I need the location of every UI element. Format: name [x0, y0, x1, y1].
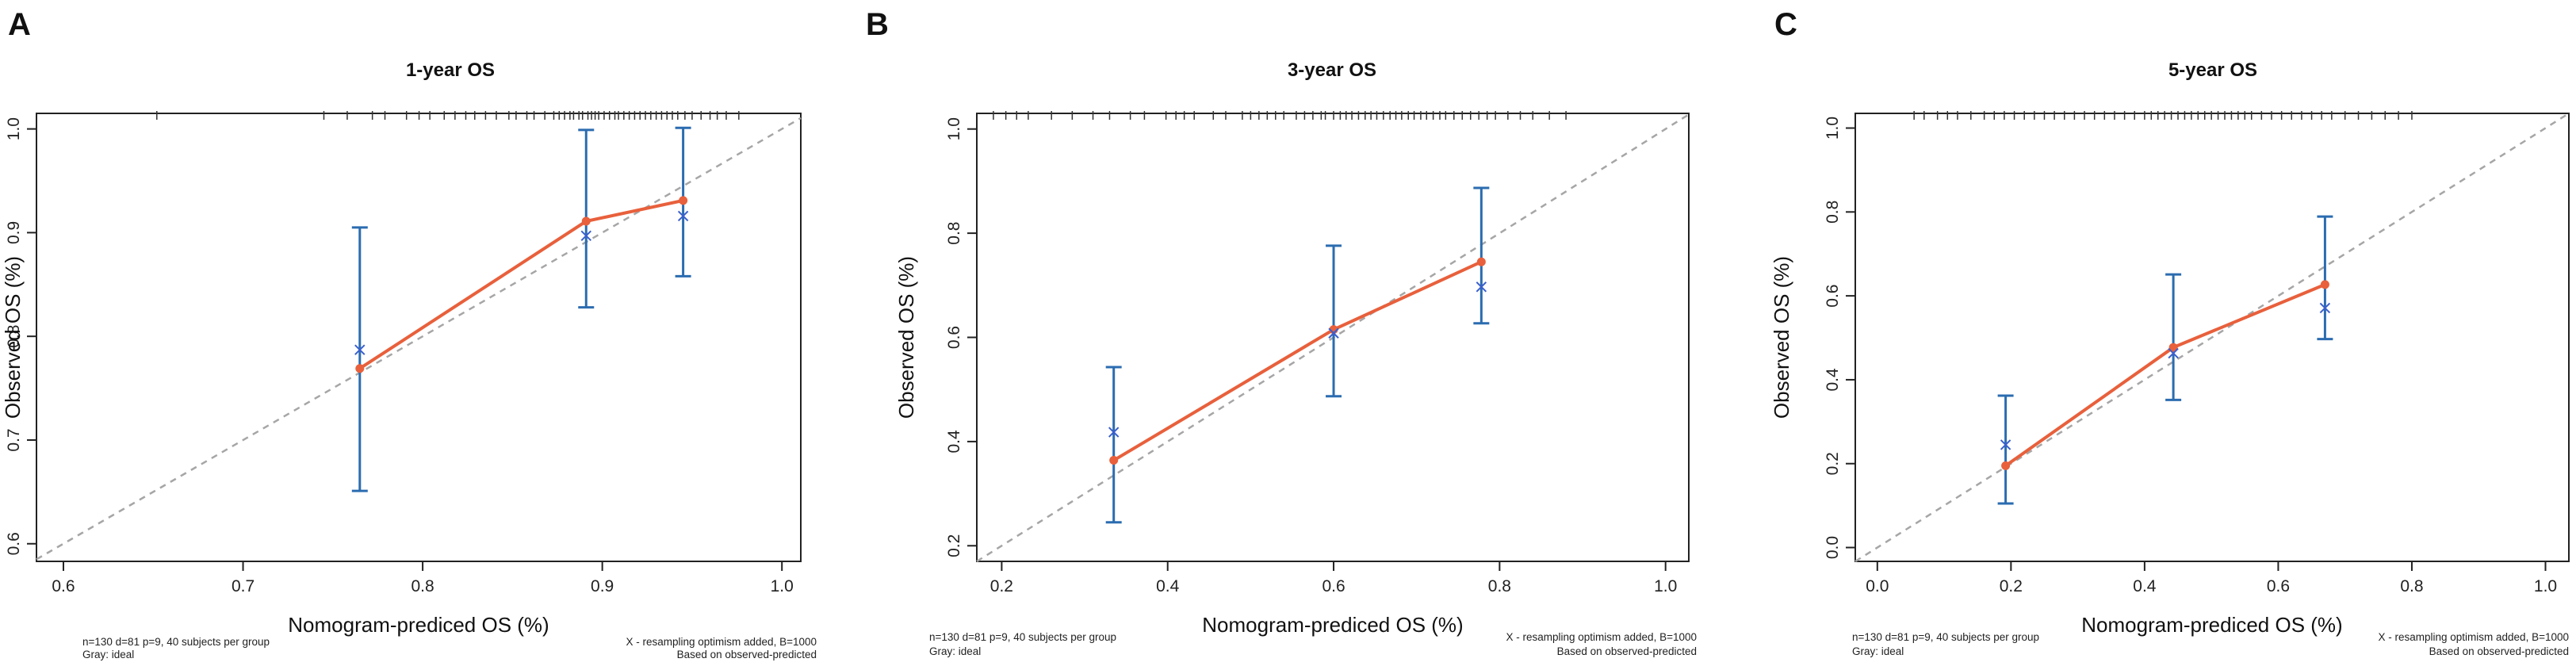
- panel-a-footnote-right-1: X - resampling optimism added, B=1000: [626, 636, 817, 648]
- panel-c-footnote-right-1: X - resampling optimism added, B=1000: [2378, 631, 2569, 643]
- panel-c-plot-frame: [1854, 113, 2570, 562]
- panel-b-y-tick-label: 1.0: [945, 117, 963, 140]
- panel-c-y-tick-label: 0.0: [1824, 536, 1842, 559]
- panel-b-letter: B: [866, 7, 889, 42]
- panel-a-x-tick-label: 0.8: [411, 577, 434, 595]
- panel-b-footnote-left-2: Gray: ideal: [929, 645, 981, 657]
- panel-a-bias-corrected-marker: [580, 230, 591, 242]
- panel-b-bias-corrected-marker: [1476, 281, 1487, 293]
- panel-c-x-tick-label: 0.6: [2267, 577, 2290, 595]
- panel-a-y-tick-label: 0.8: [5, 325, 23, 348]
- panel-a-y-tick-label: 1.0: [5, 117, 23, 140]
- panel-c-x-tick-label: 1.0: [2534, 577, 2557, 595]
- panel-a-letter: A: [8, 7, 31, 42]
- panel-c-apparent-point: [2168, 343, 2178, 352]
- panel-c-y-tick-label: 1.0: [1824, 117, 1842, 140]
- panel-a-footnote-left-1: n=130 d=81 p=9, 40 subjects per group: [82, 636, 270, 648]
- panel-a-title: 1-year OS: [406, 59, 495, 81]
- panel-a-apparent-point: [355, 364, 365, 373]
- panel-b-bias-corrected-marker: [1108, 427, 1120, 438]
- panel-b-apparent-point: [1476, 257, 1486, 266]
- panel-c-apparent-line: [2004, 282, 2326, 468]
- panel-c-letter: C: [1774, 7, 1797, 42]
- panel-a-x-tick-label: 1.0: [771, 577, 794, 595]
- panel-b-apparent-line: [1112, 260, 1483, 462]
- panel-c-x-tick-label: 0.4: [2133, 577, 2157, 595]
- panel-a-apparent-point: [581, 216, 591, 226]
- panel-b-footnote-right-2: Based on observed-predicted: [1557, 645, 1697, 657]
- panel-b-title: 3-year OS: [1288, 59, 1376, 81]
- panel-c-x-tick-label: 0.2: [2000, 577, 2023, 595]
- panel-c-title: 5-year OS: [2168, 59, 2257, 81]
- panel-c-ideal-line: [1854, 112, 2570, 563]
- panel-c-x-axis-label: Nomogram-prediced OS (%): [2081, 613, 2342, 637]
- panel-c-y-tick-label: 0.8: [1824, 201, 1842, 224]
- panel-c-footnote-right-2: Based on observed-predicted: [2429, 645, 2569, 657]
- panel-a-bias-corrected-marker: [354, 344, 366, 355]
- panel-b-y-axis-label: Observed OS (%): [894, 256, 918, 419]
- panel-a-y-tick-label: 0.7: [5, 428, 23, 451]
- panel-c-bias-corrected-marker: [2319, 302, 2331, 314]
- panel-c-bias-corrected-marker: [2000, 439, 2011, 450]
- panel-a-x-tick-label: 0.9: [591, 577, 614, 595]
- panel-b-x-tick-label: 0.6: [1322, 577, 1345, 595]
- panel-b-bias-corrected-marker: [1328, 327, 1339, 339]
- panel-b-y-tick-label: 0.8: [945, 222, 963, 245]
- panel-b-y-tick-label: 0.4: [945, 430, 963, 454]
- panel-a-x-axis-label: Nomogram-prediced OS (%): [288, 613, 549, 637]
- panel-a-y-axis-label: Observed OS (%): [1, 256, 25, 419]
- panel-a-bias-corrected-marker: [677, 210, 689, 222]
- panel-b-apparent-point: [1109, 456, 1119, 465]
- panel-b-x-tick-label: 0.4: [1156, 577, 1180, 595]
- panel-a-ideal-line: [36, 117, 802, 561]
- panel-a-x-tick-label: 0.6: [52, 577, 75, 595]
- panel-b-y-tick-label: 0.6: [945, 326, 963, 349]
- panel-c-y-tick-label: 0.4: [1824, 368, 1842, 392]
- panel-a-apparent-point: [679, 196, 688, 205]
- panel-c-apparent-point: [2320, 280, 2329, 289]
- panel-c-apparent-point: [2001, 461, 2011, 470]
- panel-b-x-tick-label: 1.0: [1654, 577, 1677, 595]
- panel-c-y-tick-label: 0.2: [1824, 452, 1842, 475]
- panel-a-y-tick-label: 0.6: [5, 532, 23, 555]
- panel-a-footnote-left-2: Gray: ideal: [82, 649, 134, 660]
- panel-b-x-axis-label: Nomogram-prediced OS (%): [1202, 613, 1463, 637]
- panel-b-footnote-left-1: n=130 d=81 p=9, 40 subjects per group: [929, 631, 1116, 643]
- panel-c-x-tick-label: 0.8: [2400, 577, 2423, 595]
- panel-a-footnote-right-2: Based on observed-predicted: [677, 649, 817, 660]
- panel-b-x-tick-label: 0.2: [990, 577, 1013, 595]
- panel-b-y-tick-label: 0.2: [945, 534, 963, 557]
- panel-a-y-tick-label: 0.9: [5, 221, 23, 244]
- panel-c-y-axis-label: Observed OS (%): [1770, 256, 1793, 419]
- panel-c-footnote-left-1: n=130 d=81 p=9, 40 subjects per group: [1852, 631, 2039, 643]
- panel-b-footnote-right-1: X - resampling optimism added, B=1000: [1506, 631, 1697, 643]
- panel-a-apparent-line: [358, 198, 684, 370]
- panel-c-y-tick-label: 0.6: [1824, 285, 1842, 308]
- panel-c-bias-corrected-marker: [2168, 347, 2179, 359]
- panel-b-x-tick-label: 0.8: [1488, 577, 1511, 595]
- panel-c-x-tick-label: 0.0: [1866, 577, 1889, 595]
- panel-a-x-tick-label: 0.7: [232, 577, 255, 595]
- panel-c-footnote-left-2: Gray: ideal: [1852, 645, 1904, 657]
